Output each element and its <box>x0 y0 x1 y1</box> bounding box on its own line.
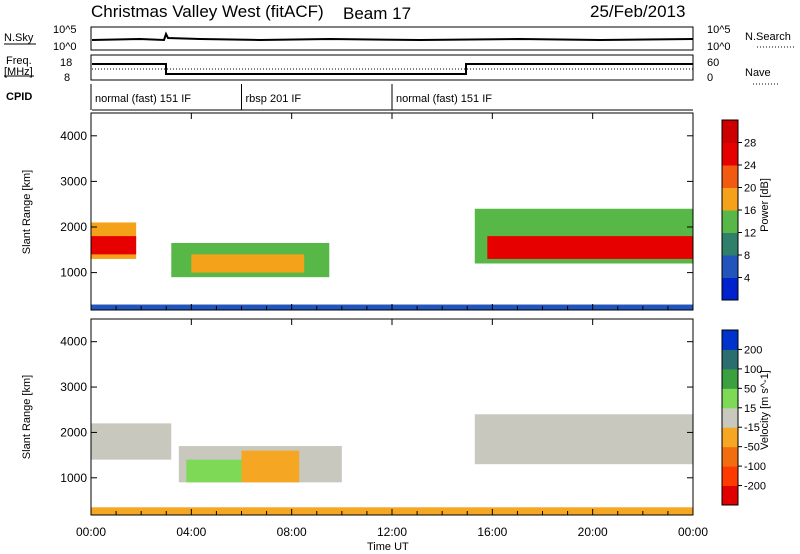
colorbar-tick-label: -100 <box>744 461 766 473</box>
nsearch-tick-top: 10^5 <box>707 24 731 36</box>
colorbar-swatch <box>722 330 738 350</box>
time-x-axis: 00:00 04:00 08:00 12:00 16:00 20:00 00:00 <box>76 113 708 539</box>
y-tick-label: 3000 <box>60 380 87 394</box>
x-tick-label: 12:00 <box>377 525 407 539</box>
colorbar-swatch <box>722 187 738 211</box>
colorbar-swatch <box>722 210 738 233</box>
colorbar-swatch <box>722 120 738 143</box>
freq-panel-frame <box>90 54 694 81</box>
cpid-segment-label: normal (fast) 151 IF <box>396 93 492 105</box>
x-tick-label: 20:00 <box>578 525 608 539</box>
velocity-echo-region <box>186 459 242 483</box>
colorbar-tick-label: -15 <box>744 422 760 434</box>
station-title: Christmas Valley West (fitACF) <box>91 2 324 21</box>
nave-tick-bottom: 0 <box>707 72 713 84</box>
x-tick-label: 04:00 <box>176 525 206 539</box>
y-tick-label: 1000 <box>60 471 87 485</box>
velocity-y-axis: 1000 2000 3000 4000 <box>60 335 693 485</box>
time-xlabel: Time UT <box>367 541 409 553</box>
colorbar-swatch <box>722 427 738 448</box>
cpid-segments: normal (fast) 151 IF rbsp 201 IF normal (f… <box>90 84 693 111</box>
colorbar-tick-label: 20 <box>744 183 756 195</box>
power-heatmap <box>91 208 693 310</box>
cpid-label: CPID <box>6 91 32 103</box>
nsky-trace <box>91 31 694 42</box>
cpid-segment-label: normal (fast) 151 IF <box>95 93 191 105</box>
freq-label: Freq. <box>6 55 32 67</box>
colorbar-tick-label: 24 <box>744 160 756 172</box>
colorbar-tick-label: 16 <box>744 205 756 217</box>
velocity-echo-region <box>241 450 300 483</box>
colorbar-swatch <box>722 407 738 428</box>
colorbar-tick-label: 50 <box>744 383 756 395</box>
nsky-tick-top: 10^5 <box>53 24 77 36</box>
velocity-echo-region <box>474 414 693 465</box>
velocity-heatmap <box>91 414 693 515</box>
y-tick-label: 3000 <box>60 174 87 188</box>
velocity-colorbar: -200 -100 -50 -15 15 50 100 200 <box>721 329 766 506</box>
x-tick-label: 08:00 <box>277 525 307 539</box>
colorbar-tick-label: 4 <box>744 273 750 285</box>
y-tick-label: 2000 <box>60 425 87 439</box>
colorbar-swatch <box>722 277 738 301</box>
y-tick-label: 4000 <box>60 335 87 349</box>
colorbar-swatch <box>722 232 738 256</box>
nsky-panel-frame <box>90 26 694 51</box>
nsearch-label: N.Search <box>745 31 791 43</box>
nave-label: Nave <box>745 67 771 79</box>
power-echo-region <box>91 236 137 255</box>
colorbar-swatch <box>722 165 738 188</box>
power-colorbar: 4 8 12 16 20 24 28 <box>721 119 756 301</box>
colorbar-tick-label: 200 <box>744 344 762 356</box>
freq-tick-bottom: 8 <box>64 72 70 84</box>
colorbar-swatch <box>722 349 738 370</box>
x-tick-label: 00:00 <box>76 525 106 539</box>
colorbar-swatch <box>722 368 738 389</box>
y-tick-label: 1000 <box>60 266 87 280</box>
colorbar-swatch <box>722 388 738 409</box>
colorbar-swatch <box>722 466 738 487</box>
velocity-ylabel: Slant Range [km] <box>21 375 33 459</box>
colorbar-tick-label: -200 <box>744 481 766 493</box>
freq-tick-top: 18 <box>60 57 72 69</box>
freq-unit-label: [MHz] <box>4 66 33 78</box>
freq-trace <box>92 63 693 75</box>
date-title: 25/Feb/2013 <box>590 2 685 21</box>
nsearch-tick-bottom: 10^0 <box>707 41 731 53</box>
colorbar-swatch <box>722 446 738 467</box>
velocity-colorbar-label: Velocity [m s^-1] <box>759 370 771 450</box>
colorbar-tick-label: -50 <box>744 442 760 454</box>
cpid-segment-label: rbsp 201 IF <box>246 93 302 105</box>
colorbar-swatch <box>722 255 738 278</box>
power-colorbar-label: Power [dB] <box>759 178 771 232</box>
velocity-echo-region <box>91 423 172 460</box>
colorbar-tick-label: 100 <box>744 364 762 376</box>
power-ylabel: Slant Range [km] <box>21 170 33 254</box>
x-tick-label: 16:00 <box>477 525 507 539</box>
x-tick-label: 00:00 <box>678 525 708 539</box>
power-echo-region <box>191 254 305 273</box>
y-tick-label: 4000 <box>60 129 87 143</box>
colorbar-swatch <box>722 142 738 166</box>
nsky-tick-bottom: 10^0 <box>53 41 77 53</box>
colorbar-frame <box>721 329 739 506</box>
colorbar-swatch <box>722 485 738 506</box>
y-tick-label: 2000 <box>60 220 87 234</box>
beam-title: Beam 17 <box>343 4 411 23</box>
power-echo-region <box>487 236 693 259</box>
colorbar-tick-label: 28 <box>744 138 756 150</box>
nsky-label: N.Sky <box>4 32 34 44</box>
nave-tick-top: 60 <box>707 57 719 69</box>
colorbar-tick-label: 15 <box>744 403 756 415</box>
colorbar-tick-label: 8 <box>744 250 750 262</box>
colorbar-tick-label: 12 <box>744 228 756 240</box>
power-y-axis: 1000 2000 3000 4000 <box>60 129 693 280</box>
